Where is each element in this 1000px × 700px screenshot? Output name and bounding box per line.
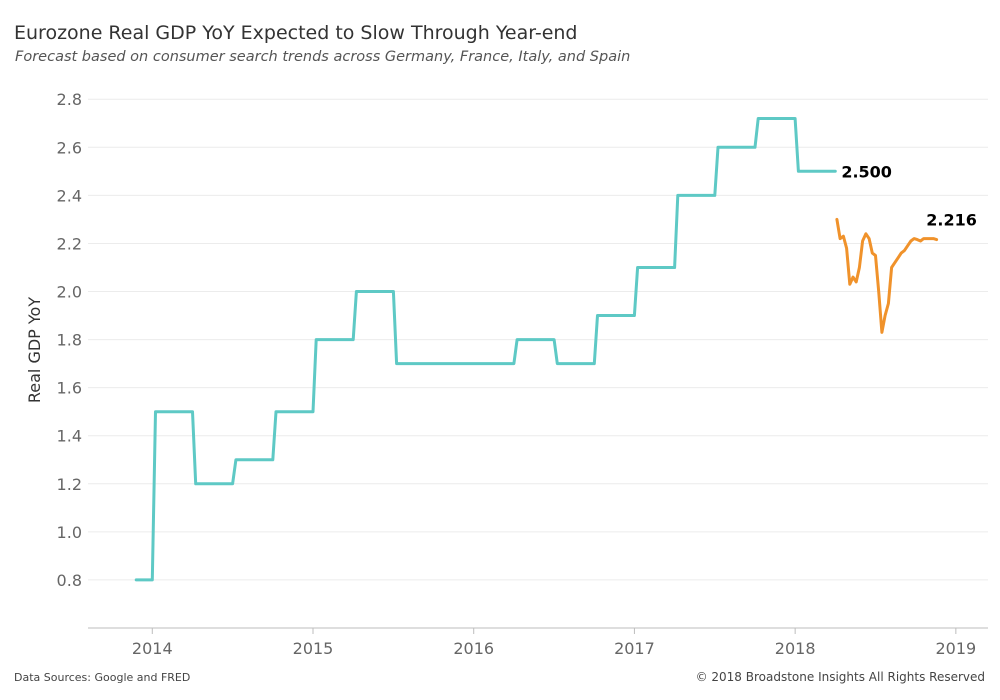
y-axis-ticks: 0.8 1.0 1.2 1.4 1.6 1.8 2.0 2.2 2.4 2.6 2.8	[57, 90, 82, 590]
chart-subtitle: Forecast based on consumer search trends…	[15, 49, 631, 65]
x-tick-label: 2014	[132, 639, 173, 658]
x-axis-ticks: 2014 2015 2016 2017 2018 2019	[132, 628, 976, 658]
y-tick-label: 2.8	[57, 90, 82, 109]
y-tick-label: 1.8	[57, 331, 82, 350]
x-tick-label: 2015	[293, 639, 334, 658]
series-lines	[134, 117, 939, 582]
y-tick-label: 1.4	[57, 427, 82, 446]
series-line-1	[134, 117, 837, 582]
y-tick-label: 2.0	[57, 283, 82, 302]
y-axis-label: Real GDP YoY	[25, 297, 44, 403]
x-tick-label: 2018	[775, 639, 816, 658]
y-tick-label: 1.6	[57, 379, 82, 398]
data-sources: Data Sources: Google and FRED	[14, 671, 191, 684]
copyright: © 2018 Broadstone Insights All Rights Re…	[695, 670, 985, 684]
y-tick-label: 1.0	[57, 523, 82, 542]
x-tick-label: 2017	[614, 639, 655, 658]
series-line-2	[835, 217, 939, 334]
chart-title: Eurozone Real GDP YoY Expected to Slow T…	[14, 22, 578, 44]
y-tick-label: 1.2	[57, 475, 82, 494]
y-tick-label: 2.6	[57, 138, 82, 157]
x-tick-label: 2016	[453, 639, 494, 658]
y-tick-label: 0.8	[57, 571, 82, 590]
end-labels: 2.500 2.216	[841, 162, 977, 229]
x-tick-label: 2019	[935, 639, 976, 658]
y-tick-label: 2.4	[57, 186, 82, 205]
y-tick-label: 2.2	[57, 234, 82, 253]
data-label-2: 2.216	[926, 211, 977, 230]
gridlines	[88, 98, 988, 581]
data-label-1: 2.500	[841, 162, 892, 181]
